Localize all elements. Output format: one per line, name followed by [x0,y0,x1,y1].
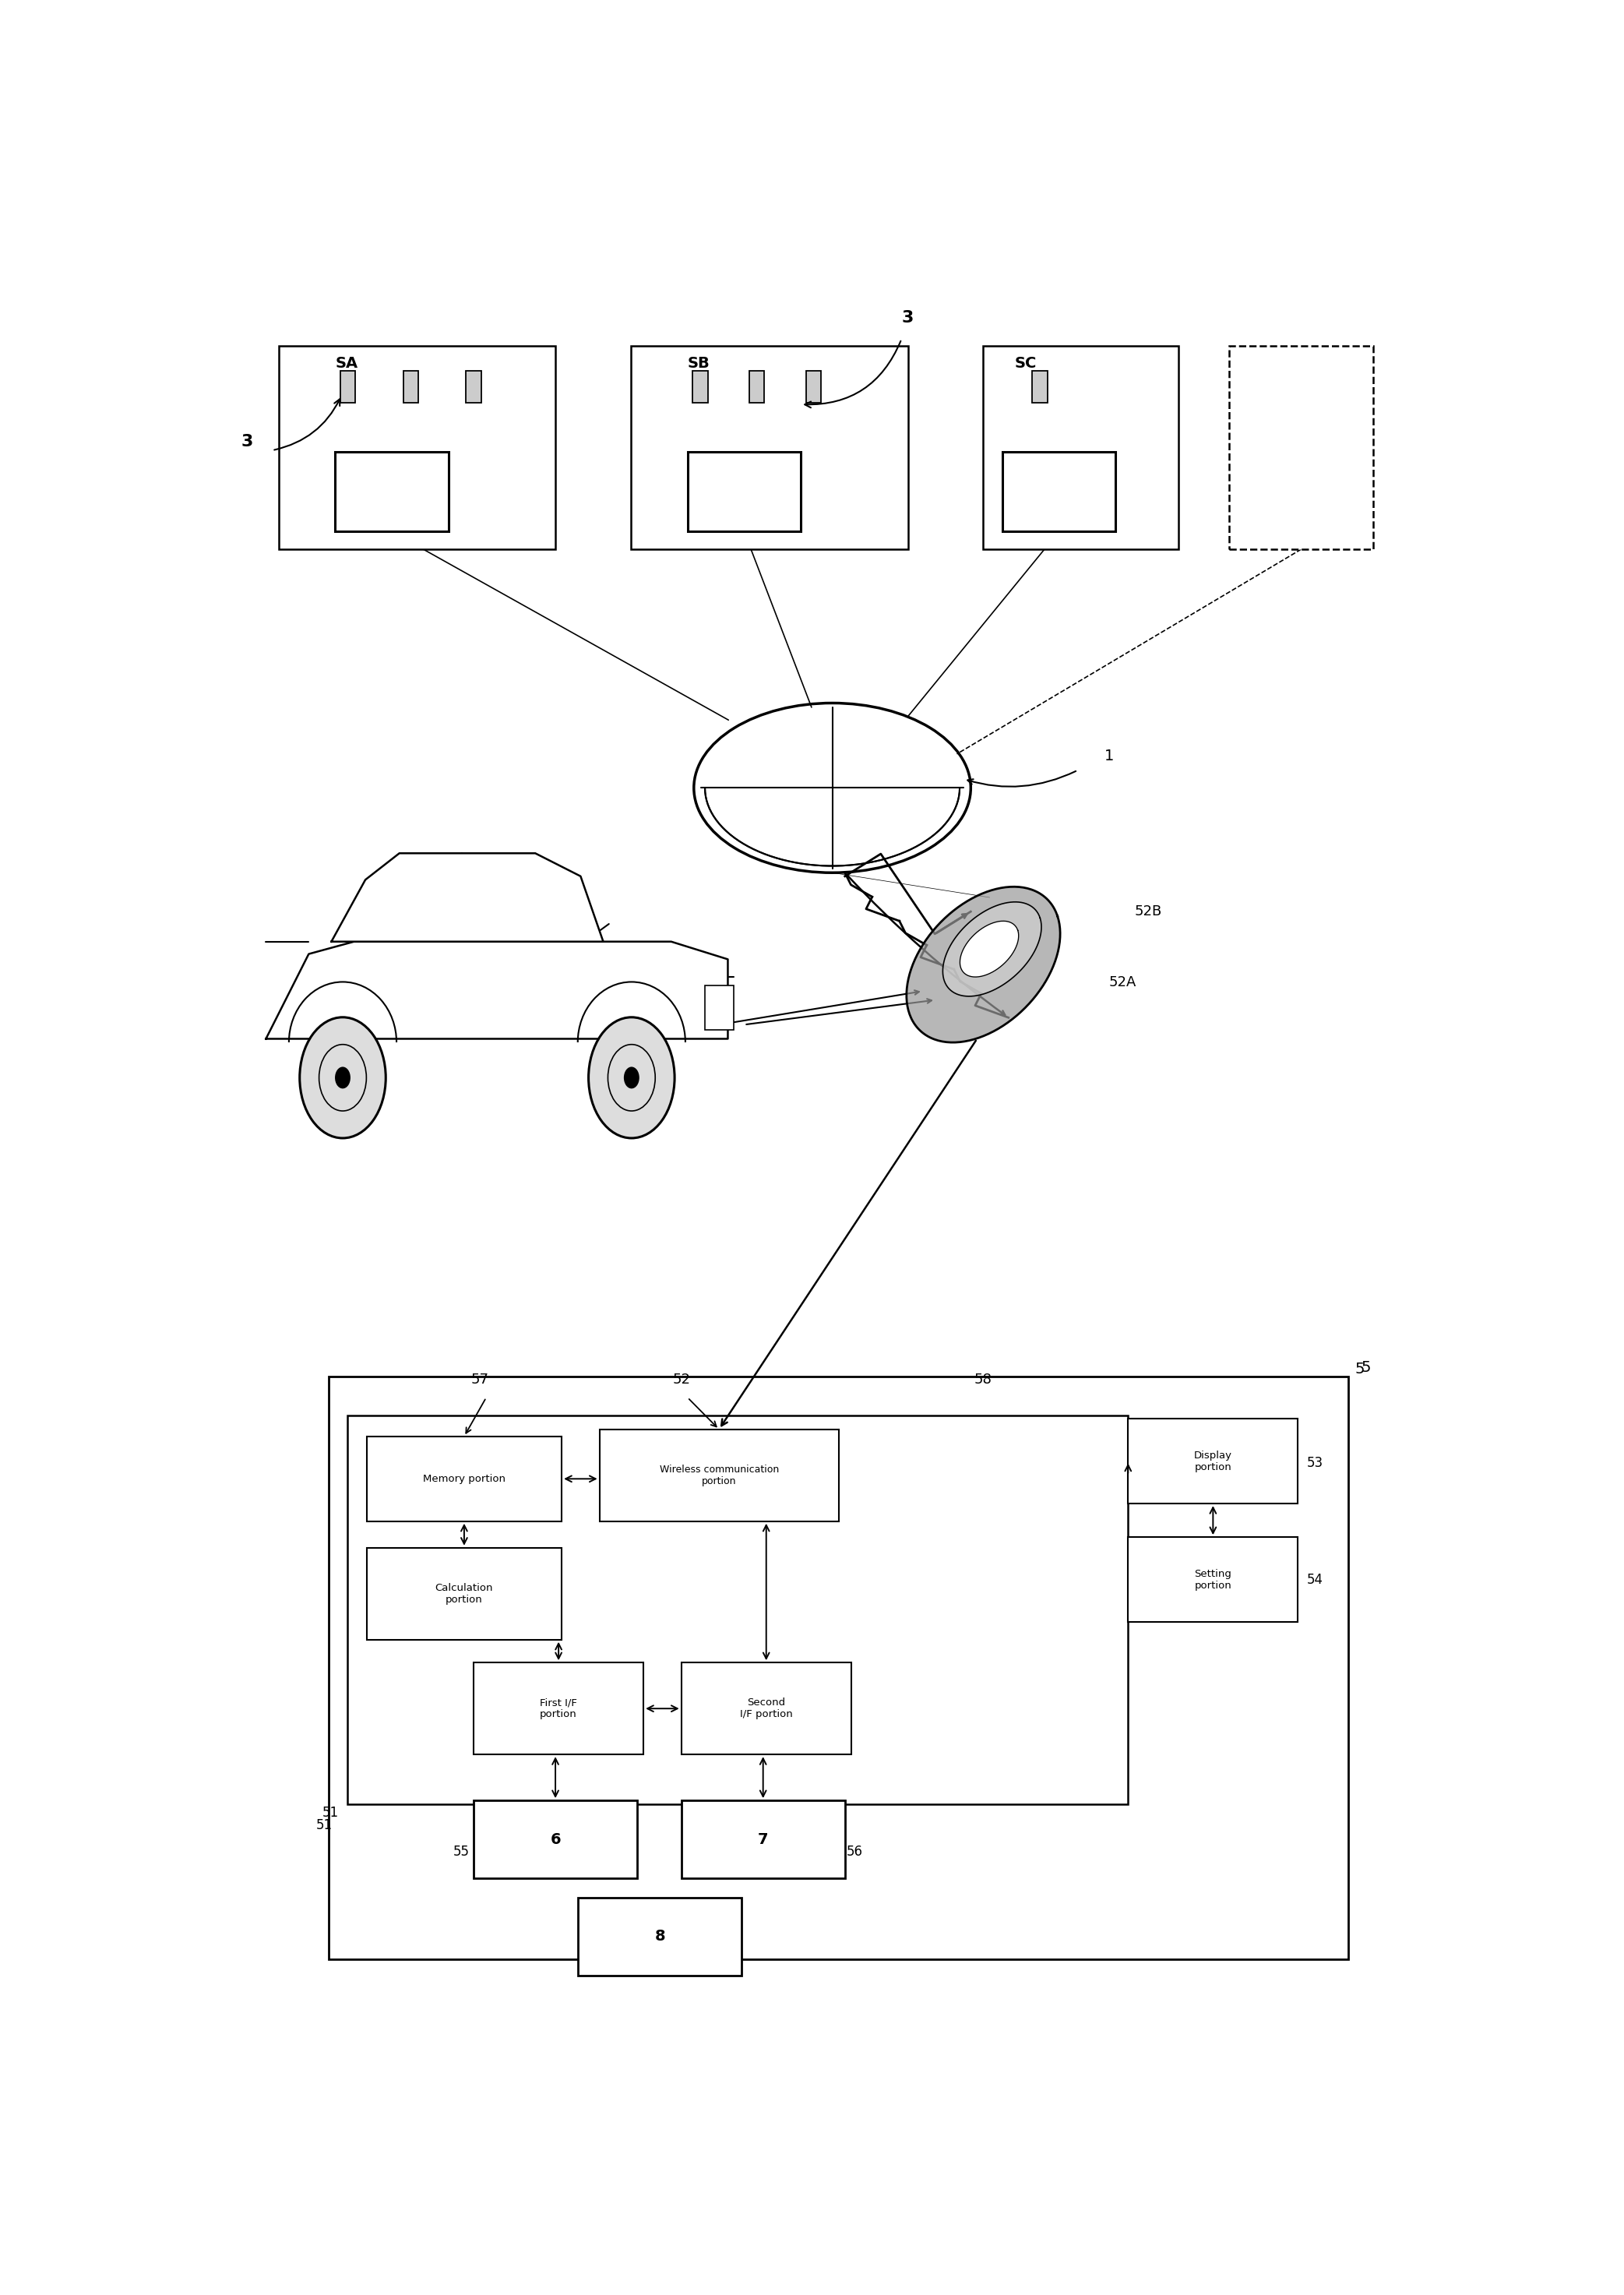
Bar [578,1898,742,1976]
Bar [328,1377,1348,1960]
Text: 52B: 52B [1134,904,1161,918]
Polygon shape [266,941,728,1040]
Bar [1229,347,1374,549]
Polygon shape [906,886,1060,1042]
Bar [279,347,555,549]
Bar [687,452,801,532]
Circle shape [335,1067,351,1088]
Text: 52A: 52A [1109,975,1137,989]
Text: 6: 6 [551,1831,560,1847]
Bar [806,372,822,402]
Text: Display
portion: Display portion [1194,1450,1233,1471]
Bar [630,347,908,549]
Text: Calculation
portion: Calculation portion [435,1584,494,1604]
FancyArrowPatch shape [806,342,901,409]
Text: 55: 55 [453,1845,469,1859]
Text: SB: SB [687,356,710,372]
Bar [474,1802,637,1877]
Text: 5: 5 [1354,1361,1364,1377]
Bar [1129,1418,1298,1503]
Text: 53: 53 [1307,1455,1324,1469]
Text: Second
I/F portion: Second I/F portion [741,1698,793,1719]
Text: 8: 8 [654,1930,666,1944]
Text: 2A: 2A [382,484,403,498]
Bar [692,372,708,402]
Bar [1033,372,1047,402]
Circle shape [300,1017,387,1138]
Bar [339,372,356,402]
Bar [1129,1538,1298,1623]
Bar [466,372,481,402]
Bar [682,1662,851,1753]
Text: Memory portion: Memory portion [422,1473,505,1485]
Bar [367,1437,562,1522]
Bar [474,1662,643,1753]
Text: Wireless communication
portion: Wireless communication portion [659,1464,780,1487]
Text: 58: 58 [974,1372,992,1386]
Bar [335,452,448,532]
Text: 56: 56 [846,1845,862,1859]
FancyArrowPatch shape [968,771,1075,787]
Text: SA: SA [335,356,357,372]
Text: 52: 52 [672,1372,690,1386]
Bar [705,987,734,1030]
Bar [984,347,1179,549]
Text: SC: SC [1015,356,1036,372]
Text: Setting
portion: Setting portion [1194,1570,1231,1590]
Text: 5: 5 [1361,1361,1371,1375]
Polygon shape [331,854,603,941]
Polygon shape [944,902,1041,996]
Text: 1: 1 [1104,748,1114,764]
Circle shape [624,1067,640,1088]
FancyArrowPatch shape [274,399,339,450]
Bar [682,1802,844,1877]
Bar [599,1430,838,1522]
Text: 51: 51 [323,1806,339,1820]
Bar [1002,452,1116,532]
Bar [403,372,419,402]
Text: 3: 3 [901,310,914,326]
Text: First I/F
portion: First I/F portion [539,1698,577,1719]
Text: 7: 7 [758,1831,768,1847]
Text: 2C: 2C [1049,484,1069,498]
Polygon shape [960,920,1018,978]
Bar [749,372,765,402]
Text: 2B: 2B [734,484,755,498]
Circle shape [588,1017,674,1138]
Text: 51: 51 [317,1818,333,1831]
Text: 54: 54 [1307,1572,1324,1586]
Bar [348,1416,1129,1804]
Bar [367,1547,562,1639]
Text: 57: 57 [471,1372,489,1386]
Text: 3: 3 [240,434,253,450]
